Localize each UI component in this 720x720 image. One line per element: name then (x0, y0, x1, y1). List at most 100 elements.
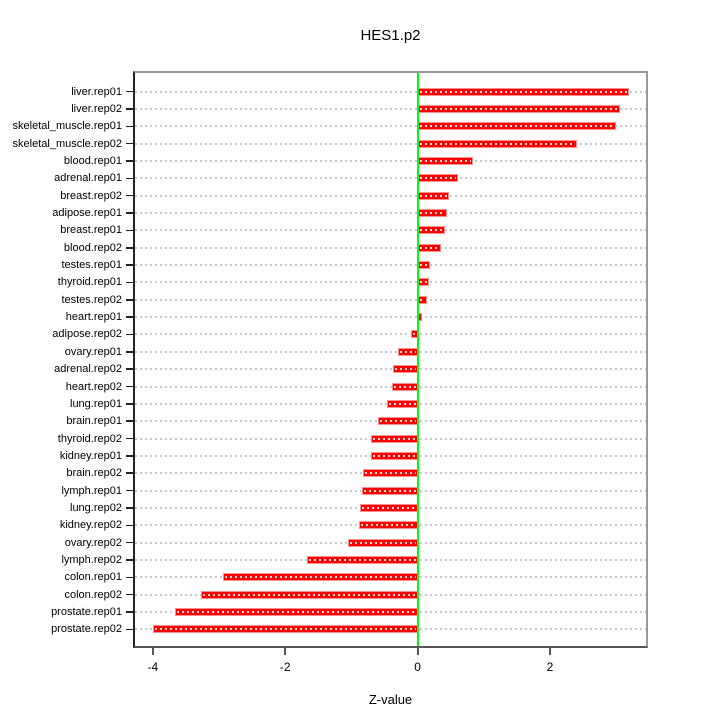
bar (393, 365, 418, 374)
y-axis-tick-mark (126, 316, 133, 318)
y-axis-tick-mark (126, 177, 133, 180)
bar-row (135, 170, 646, 187)
y-axis-tick-mark (126, 212, 133, 214)
y-axis-tick-mark (126, 455, 133, 457)
bar-row (135, 395, 646, 412)
y-axis-category-label: lung.rep01 (70, 397, 122, 410)
y-axis-category-label: brain.rep01 (66, 415, 122, 428)
y-axis-tick-mark (126, 385, 133, 388)
y-axis-category-label: liver.rep01 (71, 85, 122, 98)
bar-row (135, 326, 646, 343)
bar (377, 417, 418, 426)
category-gridline (135, 246, 646, 249)
y-axis-category-label: brain.rep02 (66, 467, 122, 480)
y-axis-category-label: ovary.rep01 (64, 345, 122, 358)
bar (370, 451, 418, 460)
category-gridline (135, 264, 646, 267)
bar-row (135, 291, 646, 308)
category-gridline (135, 333, 646, 336)
y-axis-label-row: adipose.rep01 (0, 204, 133, 221)
y-axis-label-row: prostate.rep02 (0, 621, 133, 638)
bar-row (135, 465, 646, 482)
category-gridline (135, 368, 646, 371)
y-axis-category-label: blood.rep02 (63, 241, 122, 254)
category-gridline (135, 298, 646, 301)
y-axis-label-row: adrenal.rep01 (0, 170, 133, 187)
y-axis-tick-mark (126, 333, 133, 336)
x-axis-tick-mark (284, 648, 287, 655)
y-axis-label-row: adipose.rep02 (0, 326, 133, 343)
y-axis-label-row: heart.rep02 (0, 378, 133, 395)
bar (417, 209, 448, 218)
bar-row (135, 378, 646, 395)
bar-row (135, 204, 646, 221)
y-axis-category-label: skeletal_muscle.rep01 (12, 120, 122, 133)
bar (417, 139, 578, 148)
y-axis-label-row: testes.rep02 (0, 291, 133, 308)
y-axis-tick-mark (126, 247, 133, 249)
y-axis-tick-mark (126, 472, 133, 474)
category-gridline (135, 160, 646, 163)
x-axis-tick-label: -2 (279, 660, 291, 674)
bar (417, 105, 620, 114)
bar (417, 122, 617, 131)
y-axis-category-label: testes.rep01 (61, 259, 122, 272)
y-axis-tick-mark (126, 351, 133, 353)
bar-row (135, 499, 646, 516)
y-axis-category-label: colon.rep02 (64, 588, 123, 601)
y-axis-label-row: ovary.rep02 (0, 534, 133, 551)
bar-row (135, 187, 646, 204)
category-gridline (135, 212, 646, 215)
bar (417, 295, 427, 304)
bar-row (135, 222, 646, 239)
bar (417, 278, 429, 287)
bar-row (135, 603, 646, 620)
category-gridline (135, 194, 646, 197)
x-axis-tick-label: 0 (414, 660, 421, 674)
category-gridline (135, 316, 646, 319)
bar-row (135, 256, 646, 273)
y-axis-tick-mark (126, 403, 133, 405)
y-axis-category-label: lung.rep02 (70, 501, 122, 514)
y-axis-label-row: breast.rep01 (0, 222, 133, 239)
category-gridline (135, 108, 646, 111)
y-axis-category-label: skeletal_muscle.rep02 (12, 137, 122, 150)
chart-title: HES1.p2 (360, 27, 421, 44)
y-axis-tick-mark (126, 194, 133, 197)
y-axis-tick-mark (126, 108, 133, 110)
bar-row (135, 621, 646, 638)
category-gridline (135, 385, 646, 388)
x-axis-label: Z-value (368, 692, 413, 707)
category-gridline (135, 281, 646, 284)
y-axis-tick-mark (126, 593, 133, 596)
y-axis-tick-mark (126, 90, 133, 93)
y-axis-tick-mark (126, 299, 133, 301)
x-axis-tick-mark (549, 648, 552, 655)
y-axis-category-label: liver.rep02 (71, 103, 122, 116)
y-axis-tick-mark (126, 420, 133, 422)
bar-row (135, 534, 646, 551)
bar (362, 486, 418, 495)
category-gridline (135, 229, 646, 232)
bar (417, 87, 630, 96)
y-axis-label-row: lymph.rep02 (0, 551, 133, 568)
y-axis-label-row: heart.rep01 (0, 308, 133, 325)
y-axis-category-label: adipose.rep01 (52, 207, 122, 220)
y-axis-label-row: breast.rep02 (0, 187, 133, 204)
y-axis-tick-mark (126, 437, 133, 440)
bar-row (135, 361, 646, 378)
y-axis-tick-mark (126, 611, 133, 613)
y-axis-category-label: lymph.rep01 (61, 484, 122, 497)
category-gridline (135, 90, 646, 93)
bar-row (135, 413, 646, 430)
x-axis-tick-label: 2 (546, 660, 554, 674)
y-axis-category-label: adrenal.rep02 (54, 363, 122, 376)
y-axis-label-row: thyroid.rep01 (0, 274, 133, 291)
y-axis-tick-mark (126, 628, 133, 631)
x-axis-tick-labels: -4 -2 0 2 (135, 660, 646, 674)
y-axis-category-label: adipose.rep02 (52, 328, 122, 341)
bar (363, 469, 418, 478)
bar (174, 607, 418, 616)
y-axis-tick-mark (126, 142, 133, 145)
y-axis-label-row: testes.rep01 (0, 256, 133, 273)
